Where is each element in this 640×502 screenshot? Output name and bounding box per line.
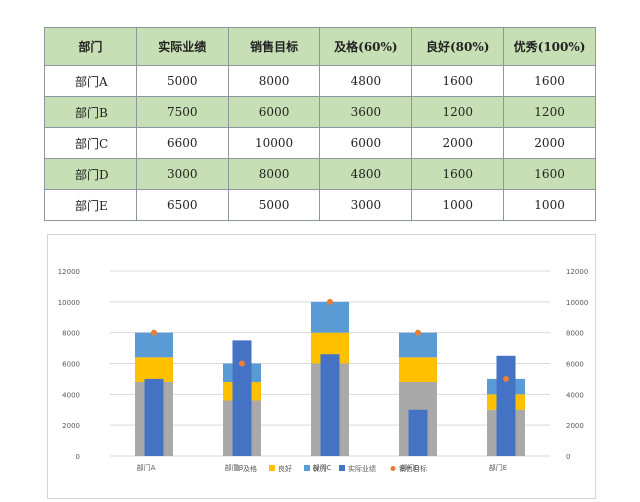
target-marker <box>503 375 509 382</box>
y-tick-label: 2000 <box>62 422 80 430</box>
legend-label: 优秀 <box>313 464 327 473</box>
x-tick-label: 部门A <box>137 463 156 472</box>
legend-label: 实际业绩 <box>348 464 376 473</box>
table-cell: 部门D <box>44 158 137 190</box>
legend-swatch <box>390 466 396 471</box>
table-cell: 6000 <box>319 127 413 159</box>
table-cell: 7500 <box>135 96 229 128</box>
y2-tick-label: 10000 <box>566 299 588 307</box>
header-cell: 及格(60%) <box>319 27 413 66</box>
table-cell: 10000 <box>227 127 321 159</box>
legend-label: 销售目标 <box>399 464 427 473</box>
table-cell: 1600 <box>503 65 596 97</box>
table-cell: 1000 <box>411 189 505 221</box>
bar-actual <box>320 354 340 456</box>
legend-swatch <box>304 465 310 471</box>
bar-优秀 <box>311 301 349 333</box>
table-cell: 部门C <box>44 127 137 159</box>
y-tick-label: 0 <box>76 453 80 461</box>
y2-tick-label: 8000 <box>566 330 584 338</box>
table-cell: 3000 <box>135 158 229 190</box>
bar-actual <box>408 409 428 456</box>
bar-actual <box>232 340 252 456</box>
table-cell: 1000 <box>503 189 596 221</box>
legend-label: 良好 <box>278 464 292 473</box>
table-cell: 1200 <box>411 96 505 128</box>
table-cell: 1600 <box>411 158 505 190</box>
bar-actual <box>496 355 516 456</box>
table-cell: 3000 <box>319 189 413 221</box>
table-cell: 1200 <box>503 96 596 128</box>
table-row: 部门A 5000 8000 4800 1600 1600 <box>44 65 596 97</box>
chart-container: 0 2000 4000 6000 8000 10000 12000 0 2000 4000 6000… <box>47 234 596 499</box>
table-cell: 6500 <box>135 189 229 221</box>
target-marker <box>415 329 421 336</box>
table-cell: 4800 <box>319 65 413 97</box>
y-tick-label: 6000 <box>62 361 80 369</box>
bar-良好 <box>399 357 437 382</box>
x-tick-label: 部门E <box>489 463 507 472</box>
table-cell: 6600 <box>135 127 229 159</box>
table-cell: 3600 <box>319 96 413 128</box>
target-marker <box>239 360 245 367</box>
bar-优秀 <box>135 332 173 358</box>
table-cell: 5000 <box>135 65 229 97</box>
table-row: 部门D 3000 8000 4800 1600 1600 <box>44 158 596 190</box>
table-cell: 部门A <box>44 65 137 97</box>
y2-tick-label: 12000 <box>566 268 588 276</box>
table-cell: 部门B <box>44 96 137 128</box>
bullet-chart: 0 2000 4000 6000 8000 10000 12000 0 2000 4000 6000… <box>58 268 589 473</box>
table-cell: 2000 <box>411 127 505 159</box>
y2-tick-label: 2000 <box>566 422 584 430</box>
table-cell: 1600 <box>503 158 596 190</box>
header-cell: 良好(80%) <box>411 27 505 66</box>
target-marker <box>327 298 333 305</box>
y-tick-label: 8000 <box>62 330 80 338</box>
table-row: 部门C 6600 10000 6000 2000 2000 <box>44 127 596 159</box>
table-cell: 6000 <box>227 96 321 128</box>
y2-tick-label: 4000 <box>566 391 584 399</box>
table-cell: 1600 <box>411 65 505 97</box>
x-tick-label: 部门D <box>400 463 419 472</box>
header-cell: 实际业绩 <box>135 27 229 66</box>
legend-label: 及格 <box>243 464 257 473</box>
table-cell: 4800 <box>319 158 413 190</box>
header-cell: 优秀(100%) <box>503 27 596 66</box>
table-cell: 8000 <box>227 158 321 190</box>
table-row: 部门E 6500 5000 3000 1000 1000 <box>44 189 596 221</box>
y-tick-label: 4000 <box>62 391 80 399</box>
legend-swatch <box>269 465 275 471</box>
legend-swatch <box>234 465 240 471</box>
target-marker <box>151 329 157 336</box>
table-cell: 2000 <box>503 127 596 159</box>
y2-tick-label: 6000 <box>566 361 584 369</box>
table-cell: 部门E <box>44 189 137 221</box>
y-tick-label: 10000 <box>58 299 80 307</box>
bar-良好 <box>135 357 173 382</box>
table-cell: 5000 <box>227 189 321 221</box>
x-tick-label: 部门C <box>313 463 332 472</box>
header-cell: 部门 <box>44 27 137 66</box>
y-tick-label: 12000 <box>58 268 80 276</box>
bar-actual <box>144 378 164 456</box>
data-table: 部门 实际业绩 销售目标 及格(60%) 良好(80%) 优秀(100%) 部门… <box>44 27 596 221</box>
legend-swatch <box>339 465 345 471</box>
y2-tick-label: 0 <box>566 453 570 461</box>
table-row: 部门B 7500 6000 3600 1200 1200 <box>44 96 596 128</box>
table-cell: 8000 <box>227 65 321 97</box>
table-header-row: 部门 实际业绩 销售目标 及格(60%) 良好(80%) 优秀(100%) <box>44 27 596 66</box>
header-cell: 销售目标 <box>227 27 321 66</box>
bar-优秀 <box>399 332 437 358</box>
